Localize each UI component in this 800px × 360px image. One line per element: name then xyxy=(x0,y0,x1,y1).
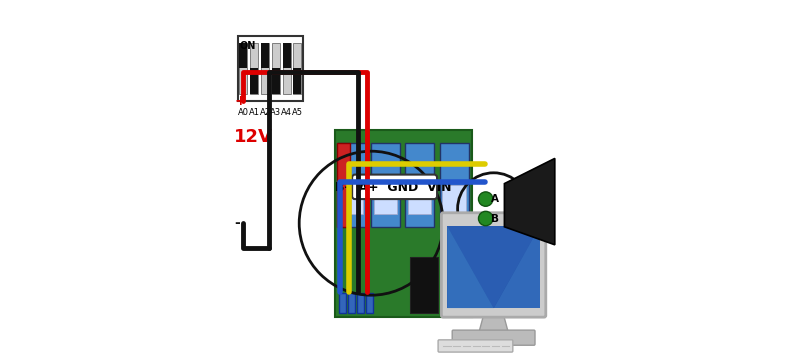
FancyBboxPatch shape xyxy=(272,68,280,94)
Ellipse shape xyxy=(456,336,531,346)
FancyBboxPatch shape xyxy=(238,36,302,101)
FancyBboxPatch shape xyxy=(447,226,540,308)
FancyBboxPatch shape xyxy=(261,43,269,94)
FancyBboxPatch shape xyxy=(442,185,466,214)
FancyBboxPatch shape xyxy=(294,68,302,94)
Circle shape xyxy=(478,192,493,206)
FancyBboxPatch shape xyxy=(406,143,434,227)
FancyBboxPatch shape xyxy=(250,43,258,94)
FancyBboxPatch shape xyxy=(366,293,373,313)
FancyBboxPatch shape xyxy=(340,185,363,214)
FancyBboxPatch shape xyxy=(442,213,546,317)
FancyBboxPatch shape xyxy=(239,43,247,94)
FancyBboxPatch shape xyxy=(261,43,269,68)
Text: B: B xyxy=(490,213,498,224)
FancyBboxPatch shape xyxy=(250,68,258,94)
Text: A2: A2 xyxy=(259,108,270,117)
Text: A4: A4 xyxy=(281,108,292,117)
Text: A1: A1 xyxy=(249,108,260,117)
Polygon shape xyxy=(504,158,555,245)
FancyBboxPatch shape xyxy=(439,143,469,227)
FancyBboxPatch shape xyxy=(452,330,535,345)
Polygon shape xyxy=(478,315,509,334)
Polygon shape xyxy=(494,226,540,308)
FancyBboxPatch shape xyxy=(410,257,438,313)
FancyBboxPatch shape xyxy=(438,340,513,352)
Text: A3: A3 xyxy=(270,108,282,117)
FancyBboxPatch shape xyxy=(371,143,400,227)
FancyBboxPatch shape xyxy=(239,43,247,68)
FancyBboxPatch shape xyxy=(282,43,290,94)
Text: -: - xyxy=(234,216,240,230)
Text: ON: ON xyxy=(240,41,256,51)
FancyBboxPatch shape xyxy=(339,293,346,313)
FancyBboxPatch shape xyxy=(294,43,302,94)
Text: A: A xyxy=(490,194,498,204)
Text: A5: A5 xyxy=(292,108,303,117)
FancyBboxPatch shape xyxy=(408,185,431,214)
FancyBboxPatch shape xyxy=(282,43,290,68)
Text: +: + xyxy=(234,94,246,108)
Text: 12V: 12V xyxy=(234,128,274,146)
Polygon shape xyxy=(447,226,540,308)
FancyBboxPatch shape xyxy=(337,143,350,227)
Circle shape xyxy=(478,211,493,226)
FancyBboxPatch shape xyxy=(335,130,472,317)
FancyBboxPatch shape xyxy=(337,143,366,227)
FancyBboxPatch shape xyxy=(272,43,280,94)
Text: A0: A0 xyxy=(238,108,249,117)
FancyBboxPatch shape xyxy=(374,185,398,214)
Text: B-  A+  GND  VIN: B- A+ GND VIN xyxy=(334,181,451,194)
FancyBboxPatch shape xyxy=(348,293,355,313)
FancyBboxPatch shape xyxy=(357,293,364,313)
Polygon shape xyxy=(447,226,494,308)
FancyBboxPatch shape xyxy=(352,175,437,199)
